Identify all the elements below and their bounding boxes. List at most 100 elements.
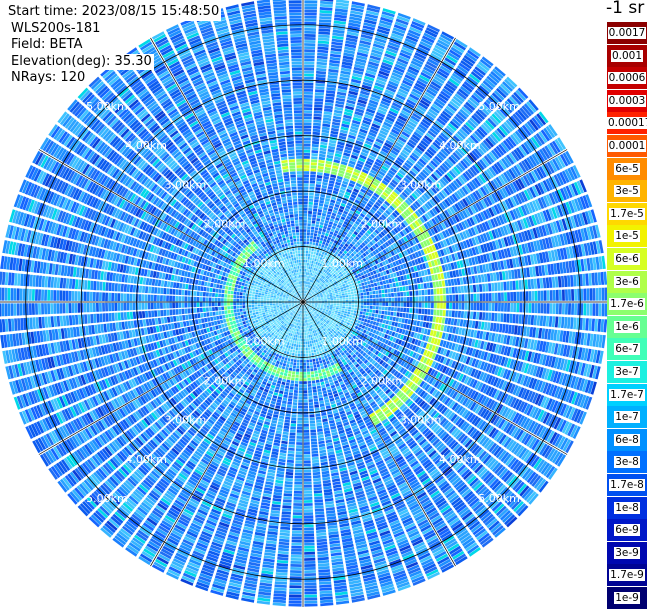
range-gate-cell xyxy=(352,283,355,286)
range-gate-cell xyxy=(363,278,367,282)
range-gate-cell xyxy=(489,293,492,301)
range-gate-cell xyxy=(304,101,313,104)
range-gate-cell xyxy=(346,285,349,288)
range-gate-cell xyxy=(374,283,377,287)
range-gate-cell xyxy=(304,122,312,125)
range-gate-cell xyxy=(357,320,360,323)
range-gate-cell xyxy=(361,305,364,308)
range-gate-cell xyxy=(366,288,369,291)
range-gate-cell xyxy=(361,283,364,286)
range-gate-cell xyxy=(389,279,393,283)
range-gate-cell xyxy=(318,31,330,35)
range-gate-cell xyxy=(342,293,345,295)
range-gate-cell xyxy=(315,193,320,196)
range-gate-cell xyxy=(458,295,461,302)
range-gate-cell xyxy=(341,312,344,315)
range-gate-cell xyxy=(338,312,341,314)
range-gate-cell xyxy=(318,299,321,300)
range-gate-cell xyxy=(319,157,326,161)
range-gate-cell xyxy=(565,303,568,314)
range-gate-cell xyxy=(582,274,586,286)
range-gate-cell xyxy=(312,267,314,270)
range-gate-cell xyxy=(503,282,506,291)
range-gate-cell xyxy=(304,10,317,13)
range-gate-cell xyxy=(309,263,311,266)
range-gate-cell xyxy=(403,292,406,297)
range-gate-cell xyxy=(397,287,400,292)
range-gate-cell xyxy=(319,203,324,206)
range-gate-cell xyxy=(324,223,328,227)
range-gate-cell xyxy=(376,278,380,282)
range-gate-cell xyxy=(304,132,311,135)
range-gate-cell xyxy=(312,138,319,141)
range-gate-cell xyxy=(434,303,437,309)
range-gate-cell xyxy=(320,194,325,198)
range-gate-cell xyxy=(355,305,358,307)
range-gate-cell xyxy=(325,164,331,168)
range-gate-cell xyxy=(314,202,319,205)
range-gate-cell xyxy=(310,171,316,174)
range-gate-cell xyxy=(376,306,379,309)
range-gate-cell xyxy=(446,287,449,293)
range-gate-cell xyxy=(547,290,550,301)
range-gate-cell xyxy=(319,13,332,17)
range-gate-cell xyxy=(375,314,378,318)
range-gate-cell xyxy=(323,210,327,214)
range-gate-cell xyxy=(431,323,435,329)
range-gate-cell xyxy=(316,68,326,72)
range-gate-cell xyxy=(352,300,355,302)
range-gate-cell xyxy=(500,282,503,291)
range-gate-cell xyxy=(360,280,363,283)
range-gate-cell xyxy=(364,319,367,322)
range-gate-cell xyxy=(333,304,336,306)
range-gate-cell xyxy=(349,323,352,326)
range-gate-cell xyxy=(318,300,321,301)
range-gate-cell xyxy=(308,217,312,220)
range-gate-cell xyxy=(448,279,452,286)
range-gate-cell xyxy=(410,303,413,308)
range-gate-cell xyxy=(318,47,329,51)
range-gate-cell xyxy=(311,251,314,254)
range-gate-cell xyxy=(408,319,412,324)
range-gate-cell xyxy=(385,298,388,302)
range-gate-cell xyxy=(322,124,330,128)
range-gate-cell xyxy=(314,111,322,114)
range-gate-cell xyxy=(352,318,355,321)
range-gate-cell xyxy=(345,293,348,295)
range-gate-cell xyxy=(455,295,458,302)
range-gate-cell xyxy=(356,323,359,326)
range-gate-cell xyxy=(314,117,322,120)
range-gate-cell xyxy=(304,46,315,49)
range-gate-cell xyxy=(364,282,367,285)
range-gate-cell xyxy=(381,324,385,328)
range-gate-cell xyxy=(316,259,319,262)
range-gate-cell xyxy=(552,277,556,288)
range-gate-cell xyxy=(452,303,455,310)
range-gate-cell xyxy=(348,295,351,297)
range-gate-cell xyxy=(562,290,565,301)
range-gate-cell xyxy=(596,303,599,316)
range-gate-cell xyxy=(313,264,315,267)
range-gate-cell xyxy=(359,314,362,317)
range-gate-cell xyxy=(320,222,324,225)
range-gate-cell xyxy=(564,317,568,328)
range-gate-cell xyxy=(327,227,331,231)
range-gate-cell xyxy=(400,323,404,328)
range-gate-cell xyxy=(528,291,531,301)
range-gate-cell xyxy=(394,322,398,327)
range-gate-cell xyxy=(317,62,327,66)
range-gate-cell xyxy=(437,288,440,294)
range-gate-cell xyxy=(393,317,396,321)
range-gate-cell xyxy=(364,302,367,305)
range-gate-cell xyxy=(344,291,347,293)
range-gate-cell xyxy=(387,274,391,279)
range-gate-cell xyxy=(347,312,350,315)
range-gate-cell xyxy=(340,300,343,302)
range-gate-cell xyxy=(436,281,440,287)
range-gate-cell xyxy=(304,65,314,68)
range-gate-cell xyxy=(583,303,586,315)
range-gate-cell xyxy=(475,275,479,283)
range-gate-cell xyxy=(314,196,319,199)
range-gate-cell xyxy=(389,321,393,325)
range-gate-cell xyxy=(322,213,326,217)
